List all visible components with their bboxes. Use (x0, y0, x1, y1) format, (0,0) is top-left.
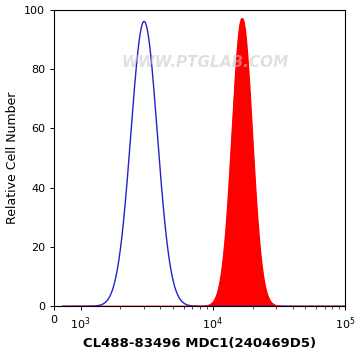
Y-axis label: Relative Cell Number: Relative Cell Number (5, 92, 18, 224)
Text: WWW.PTGLAB.COM: WWW.PTGLAB.COM (122, 56, 289, 70)
X-axis label: CL488-83496 MDC1(240469D5): CL488-83496 MDC1(240469D5) (83, 337, 316, 350)
